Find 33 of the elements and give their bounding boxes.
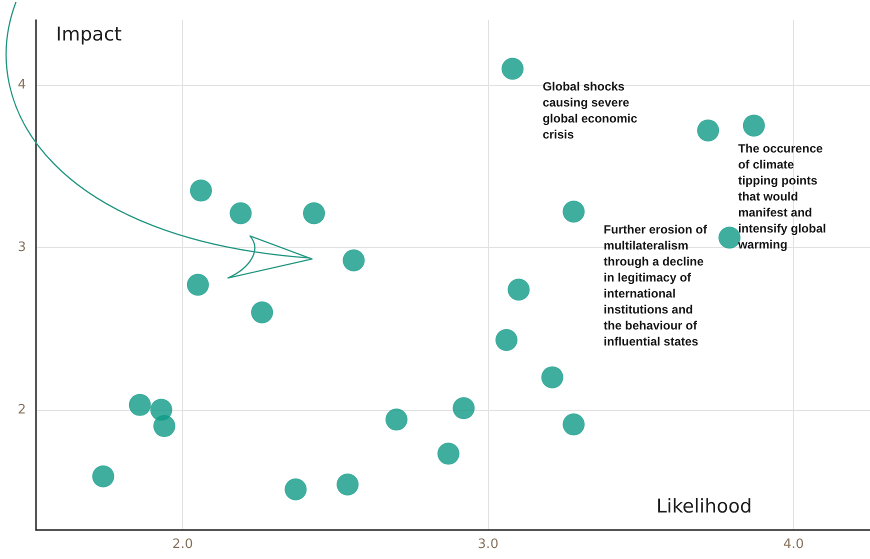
point <box>128 394 151 416</box>
point <box>284 478 307 500</box>
y-tick-label: 4 <box>18 77 26 92</box>
point <box>562 200 585 223</box>
point <box>502 58 524 80</box>
point <box>742 114 765 137</box>
point <box>303 202 325 224</box>
point <box>495 328 518 351</box>
annotation: Further erosion of multilateralism through a decline in legitimacy of international institutions and the behaviour of influential states <box>604 222 708 349</box>
point <box>541 366 564 388</box>
x-tick-label: 4.0 <box>783 537 804 552</box>
point <box>452 397 475 420</box>
point <box>508 278 530 301</box>
annotation: The occurence of climate tipping points that would manifest and intensify global warming <box>737 141 826 252</box>
point <box>562 413 585 436</box>
point <box>186 274 209 296</box>
point <box>190 180 212 202</box>
point <box>386 408 408 431</box>
point <box>92 465 114 488</box>
point <box>342 249 365 272</box>
point <box>336 474 359 496</box>
x-axis-title: Likelihood <box>656 496 752 518</box>
point <box>153 415 176 438</box>
point <box>437 442 460 465</box>
y-tick-label: 3 <box>18 240 26 255</box>
x-tick-label: 2.0 <box>172 537 193 552</box>
point <box>251 301 274 324</box>
x-tick-label: 3.0 <box>478 537 498 552</box>
annotation: Global shocks causing severe global economic crisis <box>542 80 638 142</box>
y-tick-label: 2 <box>18 402 26 418</box>
point <box>230 202 252 224</box>
y-axis-title: Impact <box>56 24 122 46</box>
point <box>697 119 720 142</box>
